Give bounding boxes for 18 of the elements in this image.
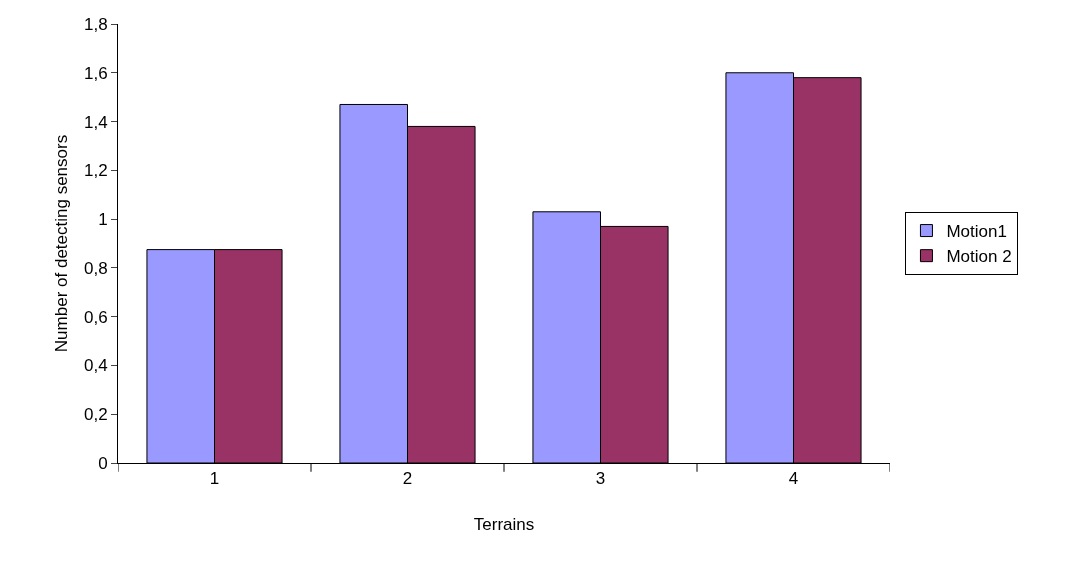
x-tick-label: 2: [402, 469, 413, 489]
y-tick-label: 1,6: [83, 63, 108, 83]
y-tick-label: 1: [98, 210, 108, 230]
x-tick-label: 3: [595, 469, 606, 489]
y-tick-label: 0,4: [83, 356, 108, 376]
y-tick-label: 0,8: [83, 258, 108, 278]
x-tick-label: 4: [788, 469, 799, 489]
y-tick-label: 0,2: [83, 405, 108, 425]
y-tick-label: 1,8: [83, 14, 108, 34]
y-tick-label: 1,4: [83, 112, 108, 132]
x-tick-label: 1: [209, 469, 220, 489]
y-tick-label: 1,2: [83, 161, 108, 181]
legend-label: Motion1: [946, 222, 1007, 242]
legend-label: Motion 2: [946, 247, 1012, 267]
y-axis-title: Number of detecting sensors: [51, 134, 71, 353]
y-tick-label: 0,6: [83, 307, 108, 327]
x-axis-title: Terrains: [473, 514, 535, 534]
y-tick-label: 0: [98, 453, 108, 473]
